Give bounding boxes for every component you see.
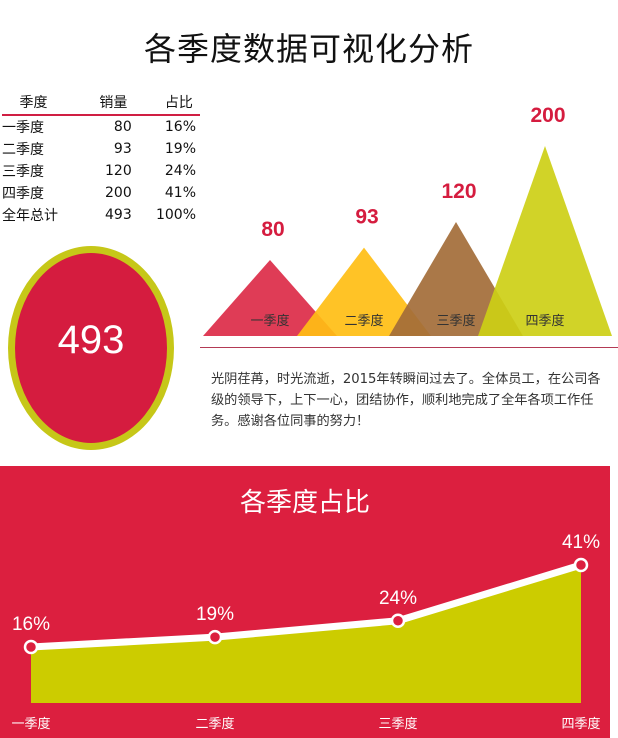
share-category-label: 四季度: [561, 716, 600, 732]
header-quarter: 季度: [2, 92, 65, 116]
cell-quarter: 三季度: [2, 164, 44, 180]
header-share: 占比: [143, 92, 200, 116]
page-title: 各季度数据可视化分析: [143, 30, 474, 68]
data-label: 200: [530, 104, 565, 127]
table-row: 全年总计 493 100%: [2, 204, 200, 226]
data-label: 120: [441, 180, 476, 203]
share-area: [31, 565, 581, 703]
total-ellipse: [8, 246, 174, 450]
cell-share: 16%: [164, 119, 196, 135]
share-line: [27, 561, 585, 651]
table-row: 四季度 200 41%: [2, 182, 200, 204]
share-category-label: 二季度: [195, 716, 234, 732]
table-row: 二季度 93 19%: [2, 138, 200, 160]
sales-table: 季度 销量 占比 一季度 80 16% 二季度 93 19% 三季度 120 2…: [2, 92, 200, 226]
cell-share: 19%: [164, 141, 196, 157]
data-label: 93: [355, 206, 378, 229]
cell-quarter: 一季度: [2, 120, 44, 136]
cell-quarter: 全年总计: [2, 208, 58, 224]
mountain-triangle: [297, 247, 431, 336]
header-sales: 销量: [65, 92, 144, 116]
share-point: [573, 557, 589, 573]
share-point: [23, 639, 39, 655]
table-header-row: 季度 销量 占比: [2, 92, 200, 116]
panel-title: 各季度占比: [239, 488, 370, 518]
share-data-label: 19%: [196, 604, 234, 625]
cell-share: 41%: [164, 185, 196, 201]
cell-sales: 200: [105, 185, 132, 201]
cell-quarter: 四季度: [2, 186, 44, 202]
share-point: [390, 613, 406, 629]
category-label: 一季度: [250, 313, 289, 329]
share-data-label: 16%: [12, 614, 50, 635]
category-label: 四季度: [525, 313, 564, 329]
category-label: 二季度: [344, 313, 383, 329]
mountain-triangle: [203, 260, 337, 336]
share-category-label: 一季度: [11, 716, 50, 732]
cell-share: 100%: [155, 207, 196, 223]
divider: [200, 347, 618, 348]
cell-share: 24%: [164, 163, 196, 179]
category-label: 三季度: [436, 313, 475, 329]
table-row: 一季度 80 16%: [2, 115, 200, 138]
share-data-label: 41%: [562, 532, 600, 553]
table-row: 三季度 120 24%: [2, 160, 200, 182]
share-category-label: 三季度: [378, 716, 417, 732]
share-data-label: 24%: [379, 588, 417, 609]
share-point: [207, 629, 223, 645]
cell-sales: 80: [113, 119, 132, 135]
cell-sales: 120: [105, 163, 132, 179]
cell-sales: 93: [113, 141, 132, 157]
cell-sales: 493: [105, 207, 132, 223]
cell-quarter: 二季度: [2, 142, 44, 158]
summary-paragraph: 光阴荏苒，时光流逝，2015年转瞬间过去了。全体员工，在公司各级的领导下，上下一…: [211, 372, 601, 429]
data-label: 80: [261, 218, 284, 241]
mountain-triangle: [478, 146, 612, 336]
total-number: 493: [57, 318, 125, 362]
quarter-sales-chart: 80 一季度 93 二季度 120 三季度 200 四季度: [203, 104, 612, 336]
